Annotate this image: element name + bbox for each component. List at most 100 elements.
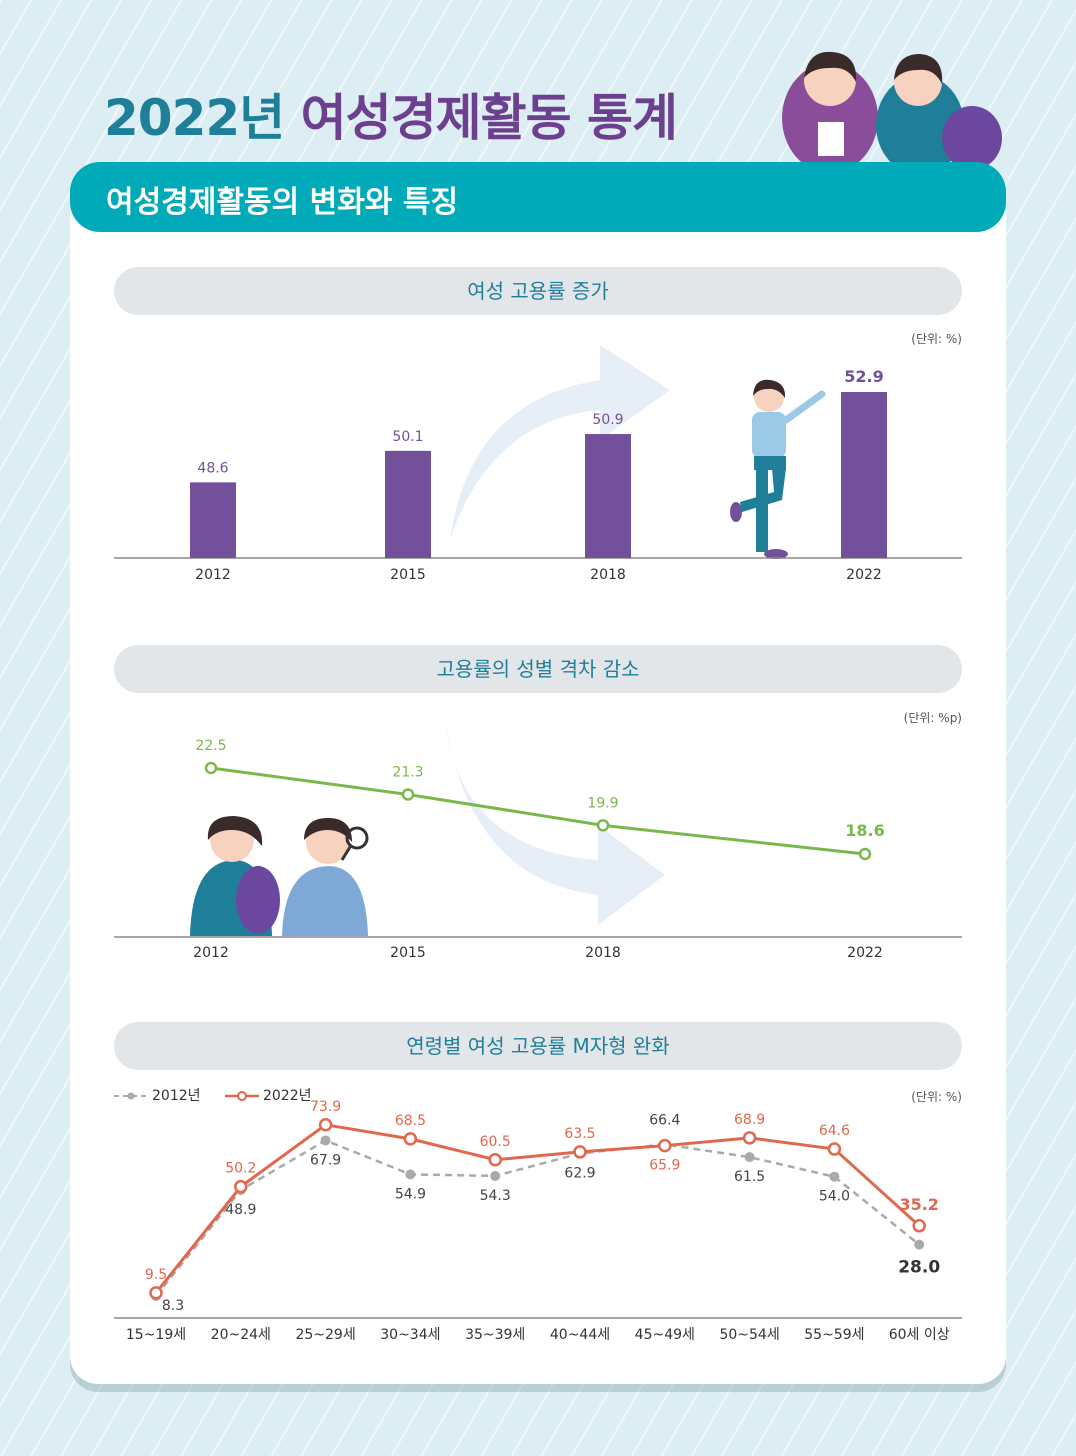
bar-2022	[841, 392, 887, 558]
series-2012-value-label: 54.3	[480, 1188, 511, 1204]
gap-value-label: 21.3	[392, 764, 423, 780]
series-2012-value-label: 61.5	[734, 1169, 765, 1185]
series-2012-point	[490, 1170, 501, 1181]
series-2022-line	[154, 1123, 921, 1294]
chart1-unit: (단위: %)	[911, 332, 962, 346]
bar-value-label: 52.9	[844, 367, 883, 386]
content-card	[70, 188, 1006, 1384]
page-title: 2022년 여성경제활동 통계	[104, 78, 678, 150]
series-2022-point	[912, 1219, 926, 1233]
x-tick-label: 2022	[847, 945, 883, 961]
series-2022-value-label: 68.5	[395, 1113, 426, 1129]
gap-point-2018	[596, 819, 610, 832]
series-2022-point	[149, 1286, 163, 1300]
series-2022-point	[658, 1138, 672, 1153]
trend-arrow-down	[445, 720, 665, 925]
series-2012-value-label: 28.0	[898, 1258, 940, 1278]
legend-2022-label: 2022년	[262, 1088, 312, 1104]
series-2012-value-label: 54.9	[395, 1186, 426, 1202]
page-title-text: 여성경제활동 통계	[300, 89, 678, 147]
series-2012-value-label: 66.4	[649, 1112, 680, 1128]
legend-2012-swatch	[114, 1092, 148, 1100]
chart1-title: 여성 고용률 증가	[114, 267, 962, 315]
legend-item-2022: 2022년	[224, 1085, 312, 1105]
x-tick-label: 2018	[590, 567, 626, 583]
series-2012-point	[914, 1239, 925, 1250]
employment-rate-bar-chart: 48.6 2012 50.1 2015 50.9 2018 52.9 2022	[114, 345, 962, 583]
series-2012-point	[829, 1171, 840, 1182]
series-2022-point	[318, 1118, 333, 1132]
series-2022-value-label: 63.5	[564, 1126, 595, 1142]
series-2012-line	[155, 1139, 920, 1297]
two-women-illustration	[782, 51, 1002, 175]
series-2012-value-label: 67.9	[310, 1152, 341, 1168]
series-2012-value-label: 8.3	[162, 1298, 184, 1314]
x-tick-label: 50~54세	[719, 1327, 779, 1343]
series-2012-point	[320, 1135, 331, 1146]
bar-2015	[385, 450, 431, 558]
series-2012-value-label: 48.9	[225, 1202, 256, 1218]
series-2022-point	[573, 1145, 587, 1159]
bar-2018	[585, 434, 631, 558]
gap-value-label: 22.5	[195, 738, 226, 754]
x-tick-label: 2022	[846, 567, 882, 583]
x-tick-label: 20~24세	[211, 1327, 271, 1343]
gap-value-label: 19.9	[587, 795, 618, 811]
gap-point-2015	[401, 788, 415, 801]
series-2012-point	[405, 1169, 416, 1180]
series-2022-value-label: 64.6	[819, 1123, 850, 1139]
page-title-year: 2022년	[104, 89, 285, 147]
series-2022-value-label: 68.9	[734, 1112, 765, 1128]
bar-value-label: 50.9	[592, 412, 623, 428]
two-women-magnifier-illustration	[190, 816, 369, 936]
series-2022-value-label: 50.2	[225, 1161, 256, 1177]
chart3-legend: 2012년 2022년	[114, 1085, 331, 1105]
x-tick-label: 45~49세	[635, 1327, 695, 1343]
banner-title: 여성경제활동의 변화와 특징	[106, 185, 459, 220]
x-tick-label: 2015	[390, 945, 426, 961]
series-2022-point	[742, 1131, 757, 1145]
x-tick-label: 2015	[390, 567, 426, 583]
section-banner: 여성경제활동의 변화와 특징	[70, 162, 1006, 232]
series-2022-value-label: 65.9	[649, 1158, 680, 1174]
bar-value-label: 48.6	[197, 460, 228, 476]
chart2-title: 고용률의 성별 격차 감소	[114, 645, 962, 693]
series-2022-point	[827, 1142, 842, 1156]
bar-2012	[190, 482, 236, 558]
gender-gap-line-chart: 22.5 2012 21.3 2015 19.9 2018 18.6 2022	[114, 720, 962, 961]
series-2022-point	[234, 1179, 248, 1194]
x-tick-label: 2018	[585, 945, 621, 961]
pointing-woman-illustration	[730, 379, 826, 559]
gap-value-label: 18.6	[845, 821, 884, 840]
chart3-unit: (단위: %)	[911, 1090, 962, 1104]
series-2012-point	[744, 1152, 755, 1163]
series-2022-value-label: 73.9	[310, 1099, 341, 1115]
x-tick-label: 2012	[195, 567, 231, 583]
x-tick-label: 35~39세	[465, 1327, 525, 1343]
age-employment-line-chart: 8.3 48.9 67.9 54.9 54.3 62.9 66.4 61.5 54.0 28.0 9…	[114, 1099, 962, 1343]
trend-arrow-up	[450, 345, 670, 540]
chart2-unit: (단위: %p)	[903, 711, 962, 725]
x-tick-label: 40~44세	[550, 1327, 610, 1343]
x-tick-label: 60세 이상	[889, 1327, 950, 1343]
legend-2022-swatch	[224, 1091, 259, 1101]
x-tick-label: 15~19세	[126, 1327, 186, 1343]
series-2012-value-label: 62.9	[564, 1165, 595, 1181]
x-tick-label: 30~34세	[380, 1327, 440, 1343]
x-tick-label: 25~29세	[295, 1327, 355, 1343]
series-2022-point	[403, 1132, 418, 1146]
legend-2012-label: 2012년	[152, 1088, 201, 1104]
series-2022-point	[488, 1153, 502, 1167]
bar-value-label: 50.1	[392, 429, 423, 445]
series-2012-value-label: 54.0	[819, 1189, 850, 1205]
gap-point-2022	[858, 847, 872, 861]
chart3-title: 연령별 여성 고용률 M자형 완화	[114, 1022, 962, 1070]
series-2022-value-label: 9.5	[145, 1267, 167, 1283]
gap-series-line	[210, 766, 866, 856]
x-tick-label: 2012	[193, 945, 229, 961]
gap-point-2012	[204, 761, 218, 775]
series-2022-value-label: 35.2	[899, 1195, 938, 1214]
legend-item-2012: 2012년	[114, 1085, 201, 1105]
x-tick-label: 55~59세	[804, 1327, 864, 1343]
series-2022-value-label: 60.5	[480, 1134, 511, 1150]
